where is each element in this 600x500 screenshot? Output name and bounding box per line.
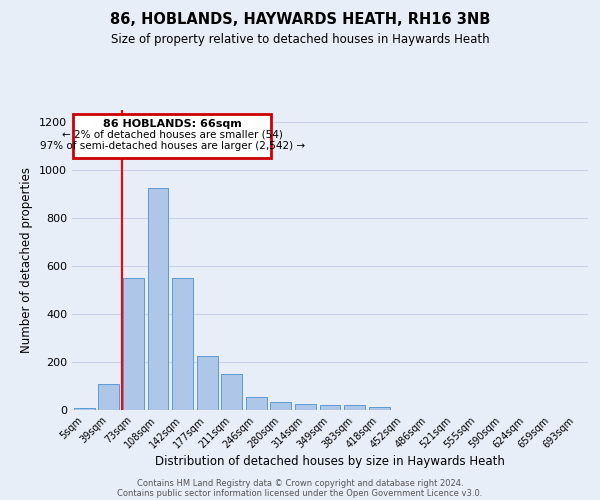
FancyBboxPatch shape (73, 114, 271, 158)
Bar (271, 402, 292, 410)
Text: 86, HOBLANDS, HAYWARDS HEATH, RH16 3NB: 86, HOBLANDS, HAYWARDS HEATH, RH16 3NB (110, 12, 490, 28)
Bar (74, 408, 95, 410)
Bar (344, 405, 365, 410)
Bar (123, 278, 144, 410)
Bar (221, 374, 242, 410)
Y-axis label: Number of detached properties: Number of detached properties (20, 167, 34, 353)
Bar (172, 278, 193, 410)
Text: 97% of semi-detached houses are larger (2,542) →: 97% of semi-detached houses are larger (… (40, 141, 305, 151)
Bar (148, 188, 169, 410)
Text: Size of property relative to detached houses in Haywards Heath: Size of property relative to detached ho… (110, 32, 490, 46)
Bar (295, 404, 316, 410)
Text: ← 2% of detached houses are smaller (54): ← 2% of detached houses are smaller (54) (62, 130, 283, 140)
X-axis label: Distribution of detached houses by size in Haywards Heath: Distribution of detached houses by size … (155, 456, 505, 468)
Bar (246, 397, 267, 410)
Bar (368, 407, 389, 410)
Bar (320, 405, 340, 410)
Text: Contains public sector information licensed under the Open Government Licence v3: Contains public sector information licen… (118, 488, 482, 498)
Text: 86 HOBLANDS: 66sqm: 86 HOBLANDS: 66sqm (103, 118, 242, 128)
Text: Contains HM Land Registry data © Crown copyright and database right 2024.: Contains HM Land Registry data © Crown c… (137, 478, 463, 488)
Bar (98, 384, 119, 410)
Bar (197, 356, 218, 410)
